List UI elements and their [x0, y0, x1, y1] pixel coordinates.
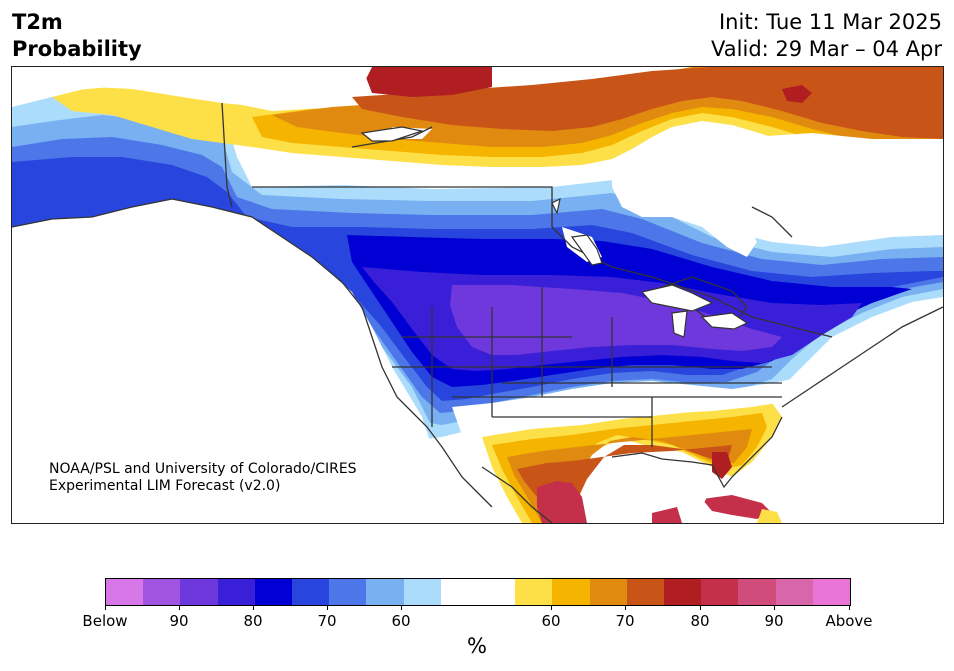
init-date: Init: Tue 11 Mar 2025	[718, 10, 942, 34]
colorbar-cell	[775, 579, 813, 605]
tick-mark	[700, 605, 701, 610]
map-title: T2m Probability	[12, 9, 142, 63]
colorbar-cell	[812, 579, 851, 605]
colorbar-cell	[738, 579, 776, 605]
tick-mark	[105, 605, 106, 610]
tick-label-60-below: 60	[391, 612, 411, 630]
colorbar-cell	[589, 579, 627, 605]
tick-mark	[551, 605, 552, 610]
colorbar	[105, 578, 851, 606]
tick-label-90-below: 90	[169, 612, 189, 630]
credit-line2: Experimental LIM Forecast (v2.0)	[49, 478, 281, 494]
colorbar-cell	[329, 579, 367, 605]
tick-label-80-below: 80	[243, 612, 263, 630]
tick-mark	[179, 605, 180, 610]
tick-label-60-above: 60	[541, 612, 561, 630]
colorbar-cell	[292, 579, 330, 605]
colorbar-cell	[143, 579, 181, 605]
colorbar-cell	[626, 579, 665, 605]
title-line1: T2m	[12, 10, 63, 34]
forecast-dates: Init: Tue 11 Mar 2025 Valid: 29 Mar – 04…	[711, 9, 942, 63]
credit-text: NOAA/PSL and University of Colorado/CIRE…	[49, 461, 357, 495]
tick-label-90-above: 90	[764, 612, 784, 630]
tick-mark	[253, 605, 254, 610]
tick-mark	[849, 605, 850, 610]
tick-mark	[774, 605, 775, 610]
colorbar-cell	[403, 579, 441, 605]
colorbar-cell	[664, 579, 702, 605]
tick-label-70-below: 70	[317, 612, 337, 630]
tick-label-below: Below	[82, 612, 128, 630]
probability-map	[11, 66, 944, 524]
credit-line1: NOAA/PSL and University of Colorado/CIRE…	[49, 461, 357, 477]
tick-mark	[327, 605, 328, 610]
colorbar-cell	[366, 579, 404, 605]
colorbar-cell	[478, 579, 516, 605]
lakes-layer	[360, 126, 749, 338]
colorbar-cell	[217, 579, 255, 605]
colorbar-unit: %	[467, 634, 487, 658]
colorbar-cell	[180, 579, 218, 605]
colorbar-cell	[440, 579, 479, 605]
valid-date: Valid: 29 Mar – 04 Apr	[711, 37, 942, 61]
tick-label-80-above: 80	[690, 612, 710, 630]
title-line2: Probability	[12, 37, 142, 61]
ocean-layer	[12, 67, 943, 523]
colorbar-cell	[552, 579, 590, 605]
colorbar-cell	[254, 579, 293, 605]
tick-label-above: Above	[825, 612, 873, 630]
colorbar-cell	[515, 579, 553, 605]
tick-label-70-above: 70	[615, 612, 635, 630]
tick-mark	[625, 605, 626, 610]
tick-mark	[401, 605, 402, 610]
shading-layer	[12, 67, 943, 523]
map-canvas	[12, 67, 943, 523]
colorbar-cell	[106, 579, 144, 605]
colorbar-cell	[701, 579, 739, 605]
